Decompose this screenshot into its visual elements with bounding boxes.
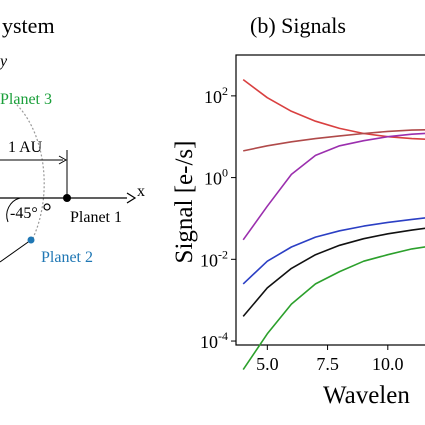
plot-frame bbox=[235, 54, 425, 346]
planet1-label: Planet 1 bbox=[70, 209, 122, 226]
series-line-1 bbox=[242, 78, 425, 140]
left-panel: ystem y x 1 AU -45° Planet 1 Planet 2 Pl… bbox=[0, 13, 145, 266]
series-layer bbox=[242, 78, 425, 371]
x-axis-arrow-icon bbox=[126, 192, 137, 204]
angle-label: -45° bbox=[10, 205, 38, 222]
angle-arc bbox=[6, 197, 21, 223]
y-axis-label: y bbox=[0, 53, 8, 70]
x-tick-label-1: 5.0 bbox=[256, 354, 279, 374]
y-axis-title: Signal [e-/s] bbox=[171, 141, 198, 264]
x-tick-label-3: 10.0 bbox=[372, 354, 404, 374]
x-tick-layer: 5.0 7.5 10.0 bbox=[256, 345, 404, 374]
x-axis-title: Wavelen bbox=[323, 382, 410, 409]
planet3-label: Planet 3 bbox=[0, 91, 52, 108]
distance-label: 1 AU bbox=[8, 139, 43, 156]
series-line-3 bbox=[242, 132, 425, 241]
au-arrow-icon bbox=[58, 155, 68, 165]
y-tick-label-2: 100 bbox=[204, 166, 228, 189]
series-line-6 bbox=[242, 246, 425, 371]
y-tick-layer: 102 100 10-2 10-4 bbox=[200, 84, 236, 352]
y-tick-label-3: 10-2 bbox=[200, 247, 228, 270]
y-tick-label-4: 10-4 bbox=[200, 329, 228, 352]
angle-marker-icon bbox=[43, 203, 51, 211]
x-axis-label: x bbox=[137, 183, 145, 200]
planet2-label: Planet 2 bbox=[41, 249, 93, 266]
planet2-radius-line bbox=[0, 239, 32, 263]
left-panel-title: ystem bbox=[2, 13, 55, 38]
chart-title: (b) Signals bbox=[250, 13, 346, 38]
planet2-marker bbox=[27, 236, 35, 244]
planet1-marker bbox=[63, 194, 71, 202]
right-panel: (b) Signals 5.0 7.5 10.0 102 100 10-2 10-4 Si… bbox=[171, 13, 425, 409]
orbit-circle bbox=[13, 101, 45, 239]
x-tick-label-2: 7.5 bbox=[316, 354, 339, 374]
series-line-4 bbox=[242, 217, 425, 285]
series-line-2 bbox=[243, 128, 425, 152]
y-tick-label-1: 102 bbox=[204, 84, 228, 107]
series-line-5 bbox=[242, 227, 425, 317]
